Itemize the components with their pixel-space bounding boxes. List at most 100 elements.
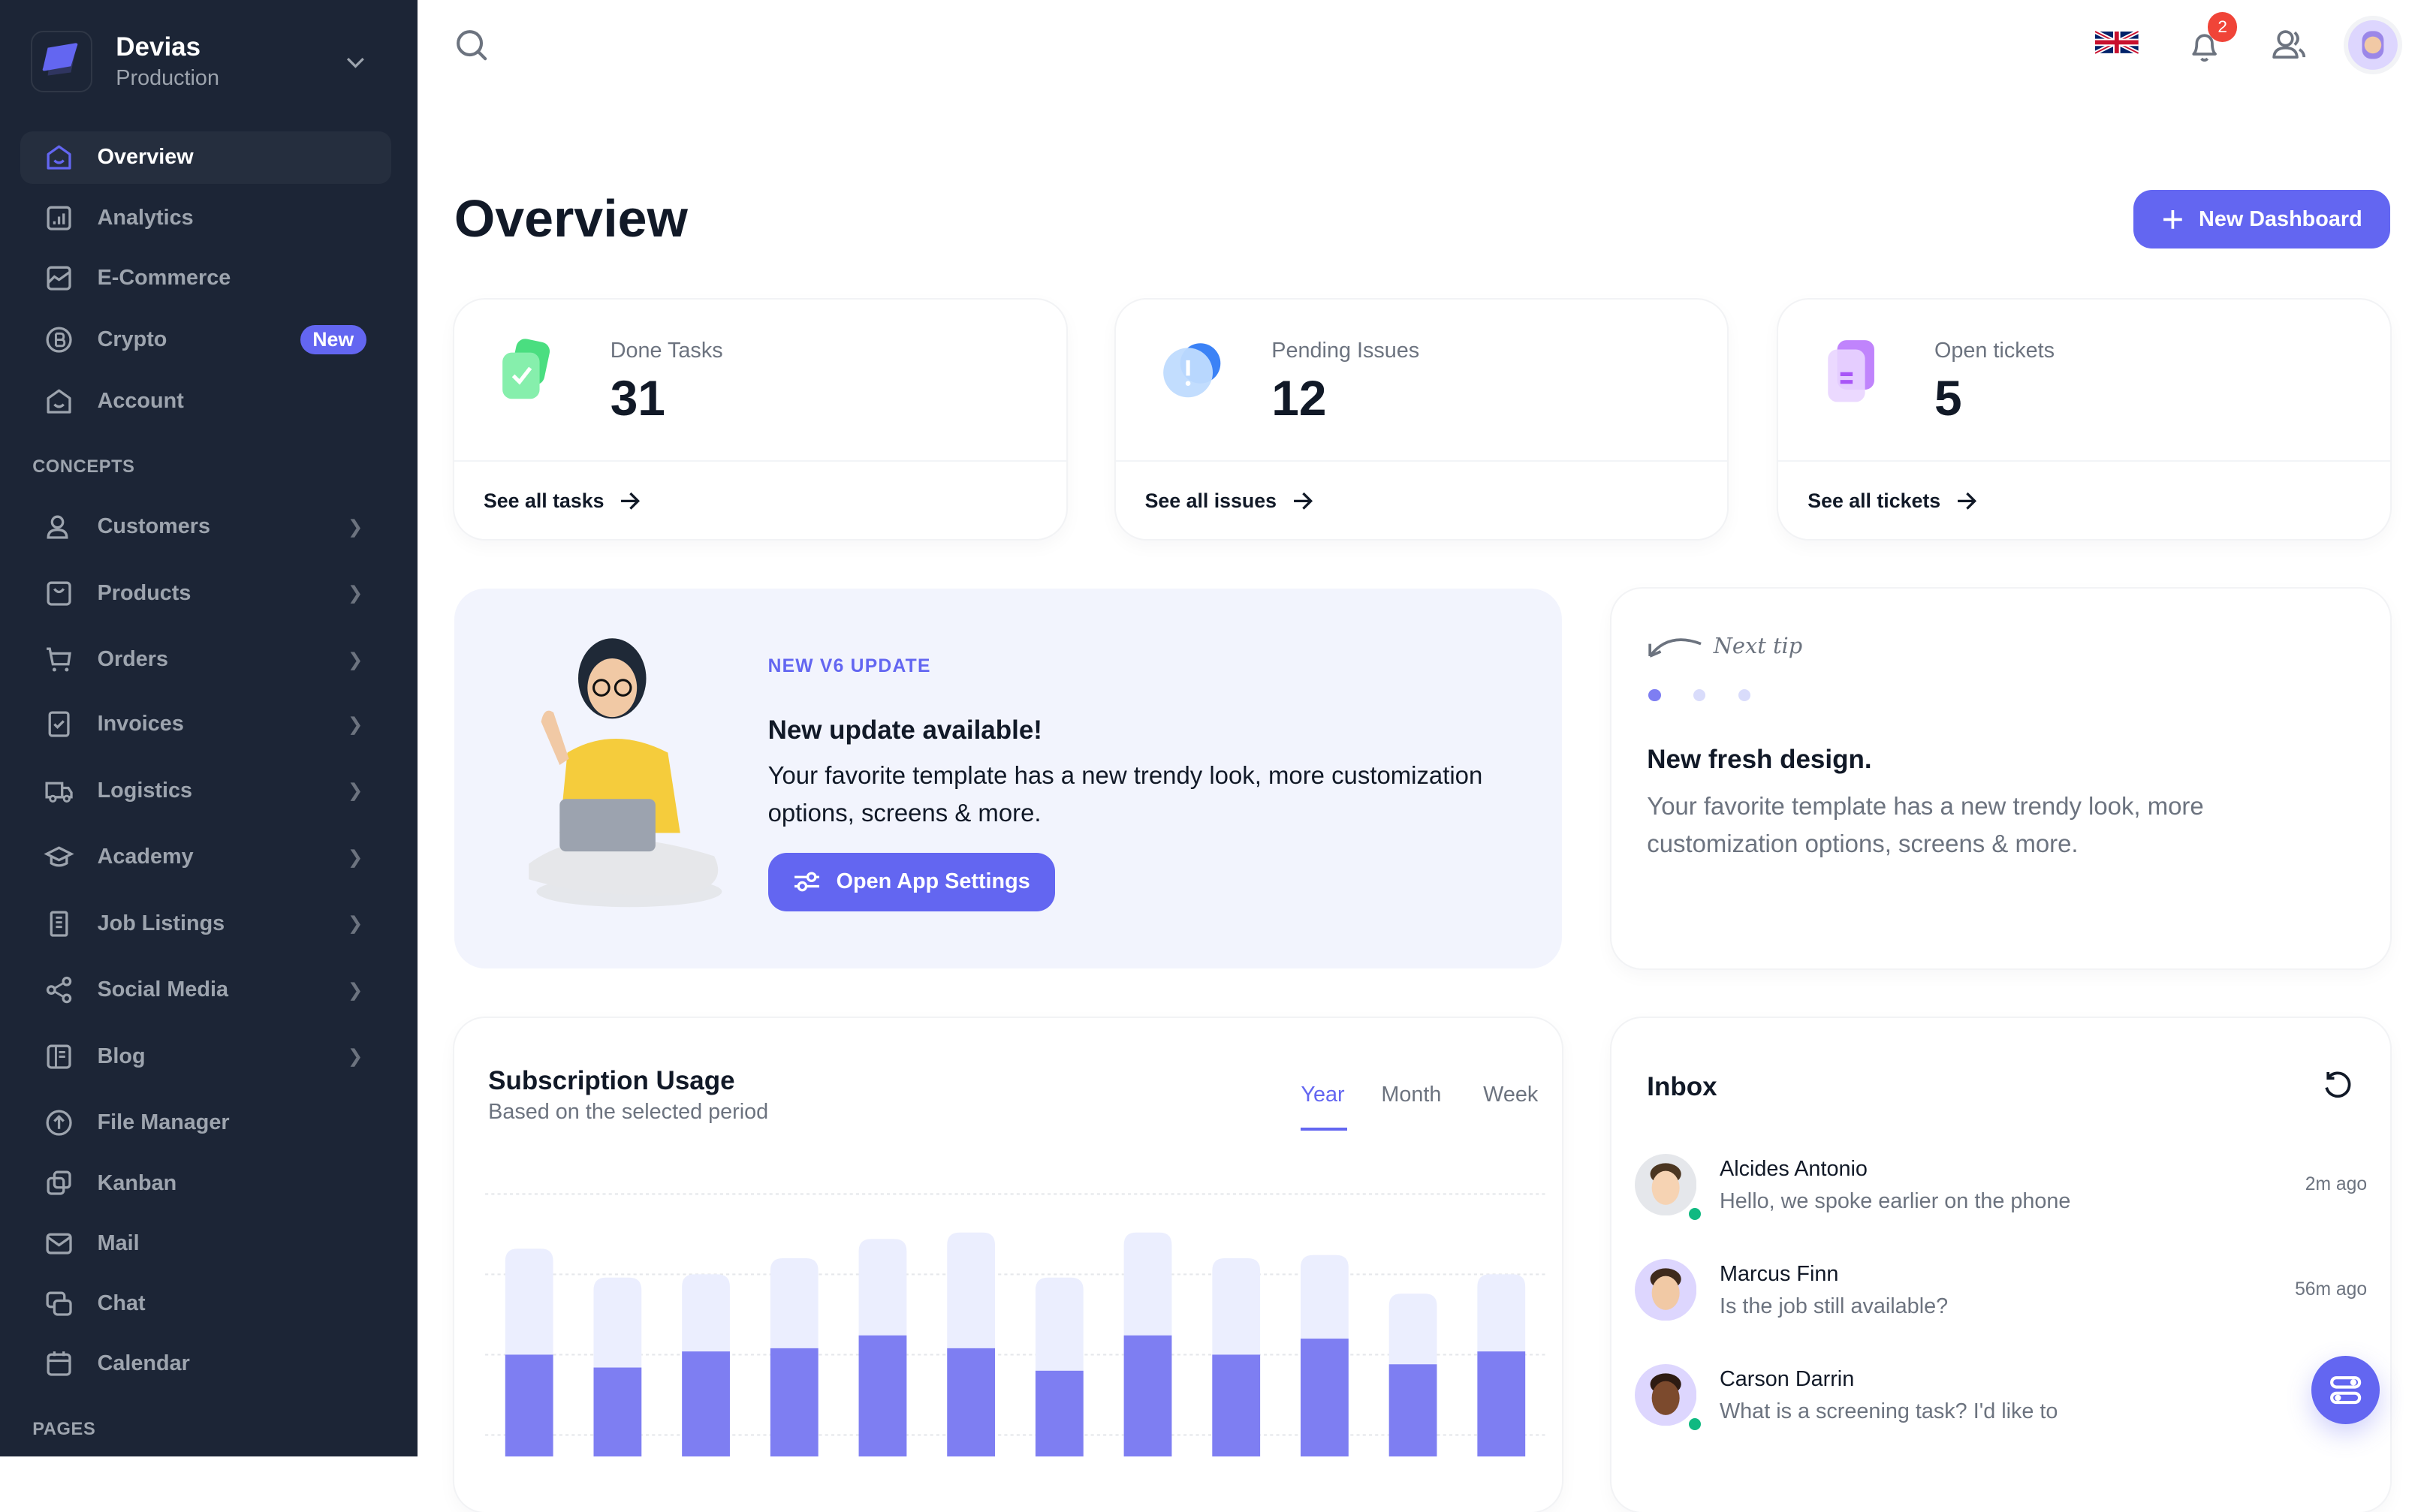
toggle-settings-icon [2329, 1376, 2361, 1405]
sidebar-item-chat[interactable]: Chat [20, 1278, 391, 1330]
stat-link[interactable]: See all issues [1145, 489, 1314, 513]
inbox-message[interactable]: Carson Darrin What is a screening task? I… [1611, 1363, 2390, 1456]
bar-segment-lower[interactable] [1477, 1351, 1526, 1457]
sidebar-item-academy[interactable]: Academy ❯ [20, 831, 391, 884]
bar-segment-lower[interactable] [1388, 1364, 1437, 1457]
sidebar-item-blog[interactable]: Blog ❯ [20, 1030, 391, 1083]
message-chat-icon [44, 1288, 74, 1319]
receipt-check-icon [44, 709, 74, 739]
tab-month[interactable]: Month [1381, 1083, 1442, 1107]
stat-value: 12 [1271, 369, 1327, 426]
bar-segment-lower[interactable] [858, 1335, 907, 1457]
sidebar-item-customers[interactable]: Customers ❯ [20, 501, 391, 553]
sidebar-item-orders[interactable]: Orders ❯ [20, 634, 391, 686]
sidebar-item-label: Orders [97, 647, 169, 672]
tip-dot[interactable] [1693, 688, 1706, 702]
sidebar-item-kanban[interactable]: Kanban [20, 1157, 391, 1209]
uk-flag-icon[interactable] [2094, 31, 2139, 54]
notifications-badge: 2 [2208, 12, 2238, 42]
sidebar-item-label: Products [97, 580, 191, 605]
stat-link[interactable]: See all tasks [484, 489, 641, 513]
tip-dot[interactable] [1738, 688, 1751, 702]
update-banner: NEW V6 UPDATE New update available! Your… [454, 588, 1563, 969]
chevron-right-icon: ❯ [347, 980, 363, 1001]
sidebar-item-mail[interactable]: Mail [20, 1217, 391, 1270]
bell-icon[interactable] [2187, 28, 2221, 65]
sidebar-item-social-media[interactable]: Social Media ❯ [20, 964, 391, 1017]
building-icon [44, 908, 74, 939]
sidebar-item-overview[interactable]: Overview [20, 131, 391, 184]
sidebar-item-account[interactable]: Account [20, 375, 391, 428]
bar-segment-lower[interactable] [505, 1354, 553, 1457]
open-app-settings-label: Open App Settings [836, 869, 1030, 894]
arrow-right-icon [1957, 492, 1976, 511]
new-dashboard-button[interactable]: New Dashboard [2133, 190, 2390, 249]
tab-year[interactable]: Year [1301, 1083, 1345, 1107]
sidebar-item-calendar[interactable]: Calendar [20, 1338, 391, 1390]
bar-segment-lower[interactable] [1123, 1335, 1172, 1457]
inbox-message[interactable]: Alcides Antonio Hello, we spoke earlier o… [1611, 1153, 2390, 1246]
chevron-right-icon: ❯ [347, 1047, 363, 1068]
sidebar-item-label: Mail [97, 1230, 140, 1255]
search-icon[interactable] [454, 28, 488, 62]
sidebar-item-products[interactable]: Products ❯ [20, 567, 391, 619]
inbox-card: Inbox Alcides Antonio Hello, we spoke ear… [1611, 1017, 2390, 1512]
chevron-right-icon: ❯ [347, 649, 363, 670]
sidebar-item-e-commerce[interactable]: E-Commerce [20, 251, 391, 304]
sidebar-item-label: Chat [97, 1291, 146, 1316]
bar-segment-lower[interactable] [593, 1367, 642, 1457]
bar-segment-lower[interactable] [1301, 1339, 1349, 1457]
stat-illustration-icon [1163, 342, 1221, 397]
bar-segment-lower[interactable] [947, 1348, 996, 1457]
stat-card: Open tickets 5 See all tickets [1778, 300, 2390, 540]
stat-link-label: See all tickets [1807, 489, 1941, 513]
inbox-message[interactable]: Marcus Finn Is the job still available? 56… [1611, 1258, 2390, 1351]
sidebar-item-label: Overview [97, 145, 194, 170]
tab-week[interactable]: Week [1483, 1083, 1539, 1107]
open-app-settings-button[interactable]: Open App Settings [767, 852, 1056, 911]
sidebar-item-analytics[interactable]: Analytics [20, 191, 391, 244]
sidebar-item-label: Account [97, 389, 184, 414]
subscription-subtitle: Based on the selected period [488, 1099, 769, 1124]
sidebar-item-job-listings[interactable]: Job Listings ❯ [20, 897, 391, 950]
curved-arrow-icon [1648, 638, 1702, 658]
chevron-right-icon: ❯ [347, 781, 363, 802]
banner-title: New update available! [767, 715, 1042, 745]
tip-dot[interactable] [1648, 688, 1661, 702]
sidebar-item-file-manager[interactable]: File Manager [20, 1097, 391, 1149]
sidebar-item-invoices[interactable]: Invoices ❯ [20, 698, 391, 751]
stat-card: Done Tasks 31 See all tasks [454, 300, 1066, 540]
chevron-right-icon: ❯ [347, 914, 363, 935]
new-dashboard-label: New Dashboard [2199, 206, 2362, 231]
avatar-memoji-icon [2348, 20, 2398, 70]
chevron-down-icon[interactable] [345, 56, 366, 71]
refresh-icon[interactable] [2322, 1071, 2353, 1101]
stat-label: Pending Issues [1271, 338, 1420, 363]
stat-value: 5 [1934, 369, 1962, 426]
arrow-right-icon [1293, 492, 1313, 511]
truck-icon [44, 776, 74, 806]
stat-link[interactable]: See all tickets [1807, 489, 1977, 513]
settings-fab[interactable] [2311, 1356, 2380, 1424]
contacts-icon[interactable] [2272, 28, 2308, 62]
message-time: 56m ago [2295, 1279, 2368, 1300]
sidebar-item-label: Calendar [97, 1351, 190, 1376]
sidebar-item-label: Customers [97, 514, 211, 539]
bar-segment-lower[interactable] [1212, 1354, 1261, 1457]
bar-segment-lower[interactable] [682, 1351, 730, 1457]
sidebar-item-crypto[interactable]: Crypto New [20, 314, 391, 366]
banner-overline: NEW V6 UPDATE [767, 656, 931, 677]
logo-icon [42, 43, 78, 76]
logo[interactable] [31, 31, 93, 93]
user-avatar[interactable] [2344, 15, 2403, 74]
chevron-right-icon: ❯ [347, 583, 363, 604]
home-smile-icon [44, 386, 74, 417]
bar-segment-lower[interactable] [770, 1348, 819, 1457]
next-tip-button[interactable]: Next tip [1645, 628, 1802, 662]
copy-icon [44, 1167, 74, 1198]
sidebar-item-label: Logistics [97, 778, 193, 803]
woman-laptop-illustration [528, 637, 722, 907]
bar-segment-lower[interactable] [1035, 1370, 1084, 1457]
sidebar-item-label: Kanban [97, 1170, 177, 1195]
sidebar-item-logistics[interactable]: Logistics ❯ [20, 764, 391, 817]
